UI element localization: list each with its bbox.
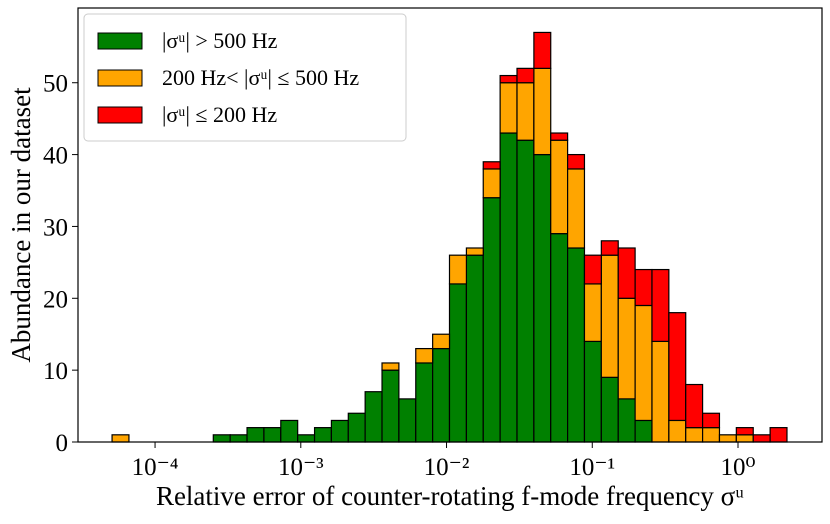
bar — [516, 82, 535, 141]
legend-swatch — [97, 106, 143, 124]
bar — [381, 362, 400, 371]
bar — [516, 67, 535, 84]
legend-label: |σᵘ| > 500 Hz — [162, 28, 278, 53]
bar — [752, 434, 771, 443]
bar — [297, 434, 316, 443]
y-tick-label: 10 — [43, 358, 68, 385]
bar — [432, 347, 451, 443]
legend-box — [83, 13, 407, 142]
bar — [735, 427, 754, 436]
x-tick-label: 10⁻³ — [278, 454, 324, 481]
bar — [668, 419, 687, 443]
bar — [567, 247, 586, 443]
bar — [381, 369, 400, 443]
bar — [583, 254, 602, 285]
bar — [415, 362, 434, 443]
bar — [482, 161, 501, 170]
bar — [583, 340, 602, 443]
bar — [634, 304, 653, 422]
bar — [567, 168, 586, 249]
y-axis-label: Abundance in our dataset — [6, 87, 36, 363]
bar — [583, 283, 602, 343]
bar — [533, 31, 552, 69]
x-tick-label: 10⁻⁴ — [132, 454, 179, 481]
bar — [482, 168, 501, 199]
bar — [330, 419, 349, 443]
bar — [465, 247, 484, 256]
bar — [499, 82, 518, 134]
bar — [600, 240, 619, 256]
bar — [246, 427, 265, 443]
bar — [313, 427, 333, 443]
bar — [212, 434, 231, 443]
bar — [263, 427, 282, 443]
bar — [415, 347, 434, 364]
legend-label: |σᵘ| ≤ 200 Hz — [162, 102, 277, 127]
bar — [533, 67, 552, 156]
bar — [448, 254, 468, 285]
bar — [651, 340, 670, 443]
y-tick-label: 20 — [43, 286, 68, 313]
bar — [111, 434, 130, 443]
x-tick-label: 10⁻¹ — [569, 454, 615, 481]
bar — [465, 254, 484, 443]
bar — [499, 74, 518, 84]
bar — [769, 427, 788, 443]
bar — [600, 376, 619, 443]
bar — [398, 398, 417, 443]
bar — [685, 427, 704, 443]
bar — [634, 268, 653, 307]
bar — [567, 153, 586, 170]
bar — [229, 434, 248, 443]
bar — [651, 268, 670, 343]
bar — [701, 412, 721, 429]
bar — [364, 391, 383, 443]
bar — [617, 398, 636, 443]
bar — [499, 132, 518, 443]
y-tick-label: 50 — [43, 71, 68, 98]
legend-label: 200 Hz< |σᵘ| ≤ 500 Hz — [162, 65, 359, 90]
bar — [600, 254, 619, 378]
bar — [718, 434, 737, 443]
bar — [550, 139, 569, 235]
bar — [550, 132, 569, 141]
bar — [347, 412, 366, 443]
bar — [617, 297, 636, 400]
bar — [550, 233, 569, 443]
bar — [701, 427, 721, 443]
bar — [432, 333, 451, 350]
legend-swatch — [97, 32, 143, 50]
bar — [280, 419, 299, 443]
legend-swatch — [97, 69, 143, 87]
y-tick-label: 40 — [43, 143, 68, 170]
x-axis-label: Relative error of counter-rotating f-mod… — [156, 481, 744, 511]
bar — [634, 419, 653, 443]
plot-frame — [77, 7, 823, 443]
bar — [482, 197, 501, 443]
bar — [448, 283, 468, 443]
bar — [617, 247, 636, 299]
bar — [668, 312, 687, 422]
x-tick-label: 10⁻² — [424, 454, 470, 481]
bar — [516, 139, 535, 443]
x-tick-label: 10⁰ — [720, 454, 755, 481]
bar — [533, 153, 552, 443]
y-tick-label: 30 — [43, 214, 68, 241]
y-tick-label: 0 — [56, 430, 69, 457]
bar — [685, 383, 704, 429]
bar — [735, 434, 754, 443]
